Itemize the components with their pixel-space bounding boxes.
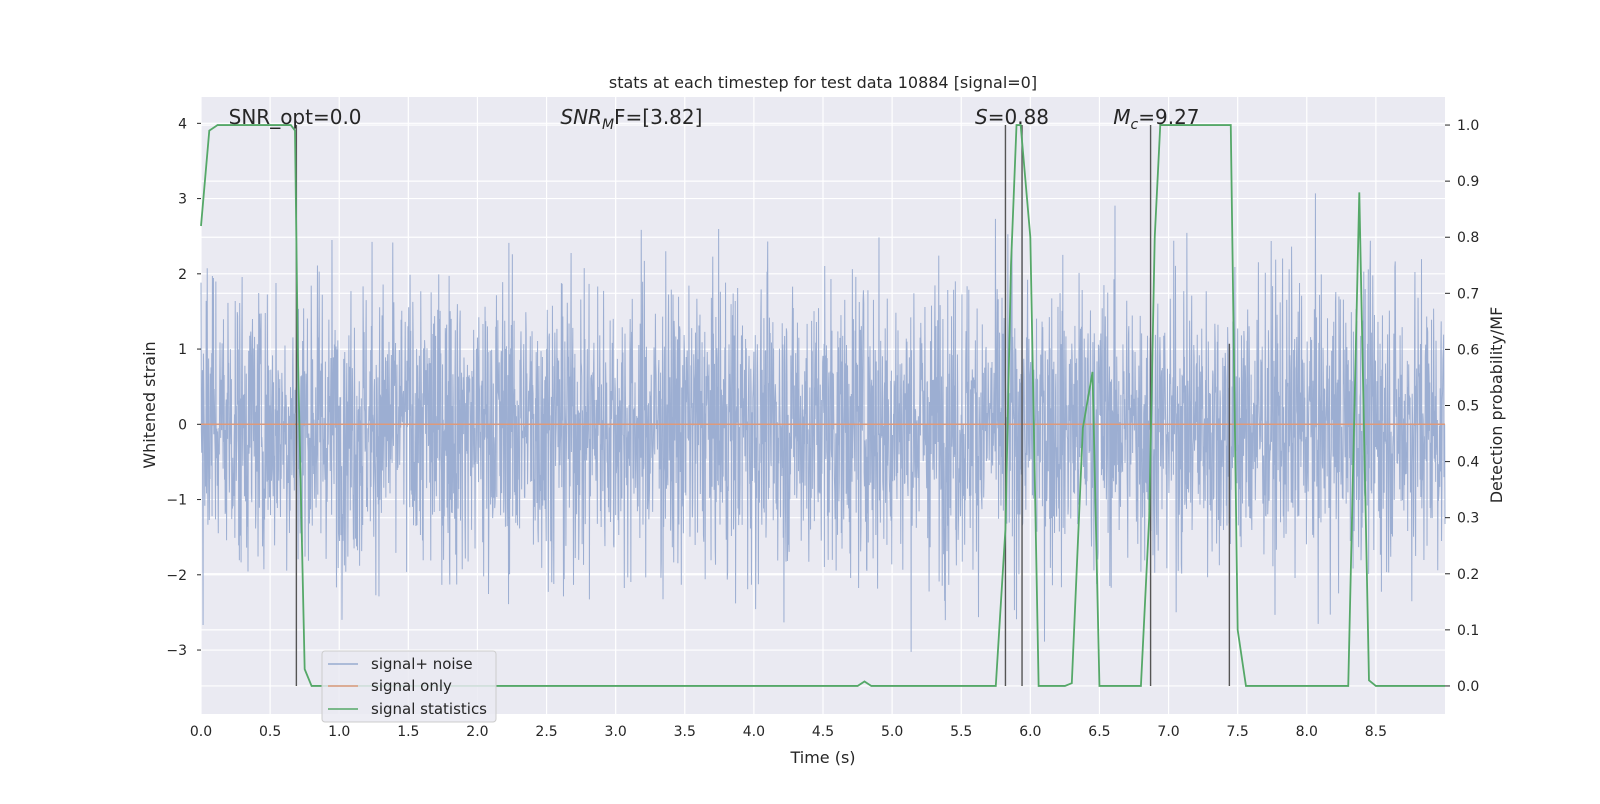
y-tick-label: −3 <box>166 643 187 659</box>
x-tick-label: 0.0 <box>190 724 212 740</box>
x-tick-label: 5.5 <box>950 724 972 740</box>
x-tick-label: 2.5 <box>535 724 557 740</box>
x-tick-label: 3.5 <box>674 724 696 740</box>
y2-tick-label: 0.8 <box>1457 230 1479 246</box>
x-tick-label: 2.0 <box>466 724 488 740</box>
legend: signal+ noise signal only signal statist… <box>321 650 497 723</box>
y2-tick-label: 0.9 <box>1457 174 1479 190</box>
legend-label-signal: signal only <box>371 677 452 695</box>
annotation-0: SNR_opt=0.0 <box>229 105 362 129</box>
y2-tick-label: 0.1 <box>1457 623 1479 639</box>
y2-tick-label: 0.2 <box>1457 567 1479 583</box>
noise-series-layer <box>200 193 1446 652</box>
x-tick-label: 8.0 <box>1296 724 1318 740</box>
x-tick-label: 7.5 <box>1227 724 1249 740</box>
x-tick-label: 3.0 <box>605 724 627 740</box>
stats-series-layer <box>200 124 1445 687</box>
x-tick-label: 7.0 <box>1157 724 1179 740</box>
y-tick-label: 1 <box>178 342 187 358</box>
y-tick-label: −2 <box>166 568 187 584</box>
y2-tick-label: 1.0 <box>1457 118 1479 134</box>
tick-labels-layer: 0.0 0.5 1.0 1.5 2.0 2.5 3.0 3.5 4.0 4.5 5.0 5.5 6.0 6… <box>166 116 1479 740</box>
legend-label-stats: signal statistics <box>371 700 487 718</box>
y2-tick-label: 0.4 <box>1457 455 1479 471</box>
y-tick-label: 0 <box>178 417 187 433</box>
x-tick-label: 1.5 <box>397 724 419 740</box>
x-tick-label: 6.0 <box>1019 724 1041 740</box>
series-line-signal-noise <box>200 193 1446 652</box>
legend-label-noise: signal+ noise <box>371 655 473 673</box>
x-tick-label: 5.0 <box>881 724 903 740</box>
annotation-2: S=0.88 <box>975 105 1049 129</box>
x-tick-label: 4.5 <box>812 724 834 740</box>
y2-tick-label: 0.0 <box>1457 679 1479 695</box>
x-tick-label: 1.0 <box>328 724 350 740</box>
y2-tick-label: 0.3 <box>1457 511 1479 527</box>
x-tick-label: 4.0 <box>743 724 765 740</box>
x-axis-label: Time (s) <box>789 748 855 767</box>
x-tick-label: 8.5 <box>1365 724 1387 740</box>
legend-frame <box>321 650 497 723</box>
y-axis-label: Whitened strain <box>140 341 159 468</box>
x-tick-label: 6.5 <box>1088 724 1110 740</box>
y2-axis-label: Detection probability/MF <box>1487 307 1506 504</box>
y-tick-label: 3 <box>178 192 187 208</box>
y2-tick-label: 0.6 <box>1457 342 1479 358</box>
y-tick-label: 4 <box>178 116 187 132</box>
annotations-layer: SNR_opt=0.0 SNRMF=[3.82] S=0.88 Mc=9.27 <box>229 105 1200 133</box>
y-tick-label: 2 <box>178 267 187 283</box>
y2-tick-label: 0.5 <box>1457 399 1479 415</box>
annotation-3: Mc=9.27 <box>1113 105 1199 133</box>
series-line-signal-statistics <box>200 124 1445 687</box>
y-tick-label: −1 <box>166 493 187 509</box>
annotation-1: SNRMF=[3.82] <box>560 105 702 133</box>
chart-title: stats at each timestep for test data 108… <box>609 73 1037 92</box>
y2-tick-label: 0.7 <box>1457 286 1479 302</box>
x-tick-label: 0.5 <box>259 724 281 740</box>
plot-area <box>200 97 1446 714</box>
